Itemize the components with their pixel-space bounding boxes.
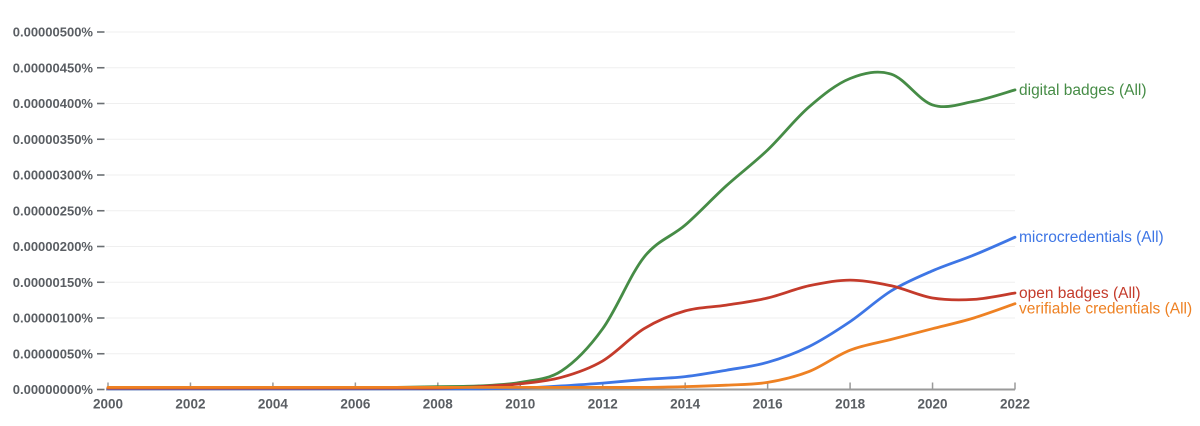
x-tick-label: 2008	[423, 397, 454, 412]
y-tick-label: 0.00000050%	[13, 346, 94, 361]
series-lines	[106, 70, 1017, 391]
y-axis-labels: 0.00000000% 0.00000050% 0.00000100% 0.00000…	[13, 25, 105, 397]
series-line-verifiable-credentials-All[interactable]	[106, 302, 1017, 389]
series-label-verifiable-credentials-All[interactable]: verifiable credentials (All)	[1019, 300, 1192, 317]
y-tick-label: 0.00000250%	[13, 203, 94, 218]
x-tick-label: 2014	[670, 397, 701, 412]
gridlines	[106, 31, 1015, 391]
x-tick-label: 2012	[588, 397, 618, 412]
y-tick-label: 0.00000000%	[13, 382, 94, 397]
x-tick-label: 2020	[918, 397, 948, 412]
y-tick-label: 0.00000350%	[13, 132, 94, 147]
x-tick-label: 2006	[340, 397, 371, 412]
y-tick-label: 0.00000450%	[13, 60, 94, 75]
series-label-open-badges-All[interactable]: open badges (All)	[1019, 285, 1141, 302]
y-tick-label: 0.00000150%	[13, 275, 94, 290]
x-tick-label: 2000	[93, 397, 123, 412]
series-label-digital-badges-All[interactable]: digital badges (All)	[1019, 82, 1147, 99]
y-tick-label: 0.00000100%	[13, 311, 94, 326]
series-line-digital-badges-All[interactable]	[106, 70, 1017, 390]
series-labels: digital badges (All) microcredentials (Al…	[1019, 82, 1192, 318]
x-tick-label: 2022	[1000, 397, 1030, 412]
x-tick-label: 2004	[258, 397, 289, 412]
y-tick-label: 0.00000200%	[13, 239, 94, 254]
series-label-microcredentials-All[interactable]: microcredentials (All)	[1019, 229, 1164, 246]
x-tick-label: 2002	[175, 397, 205, 412]
y-tick-label: 0.00000300%	[13, 168, 94, 183]
x-tick-label: 2018	[835, 397, 866, 412]
x-tick-label: 2016	[753, 397, 784, 412]
y-tick-label: 0.00000500%	[13, 25, 94, 40]
y-tick-label: 0.00000400%	[13, 96, 94, 111]
series-line-microcredentials-All[interactable]	[106, 235, 1017, 391]
x-tick-label: 2010	[505, 397, 535, 412]
